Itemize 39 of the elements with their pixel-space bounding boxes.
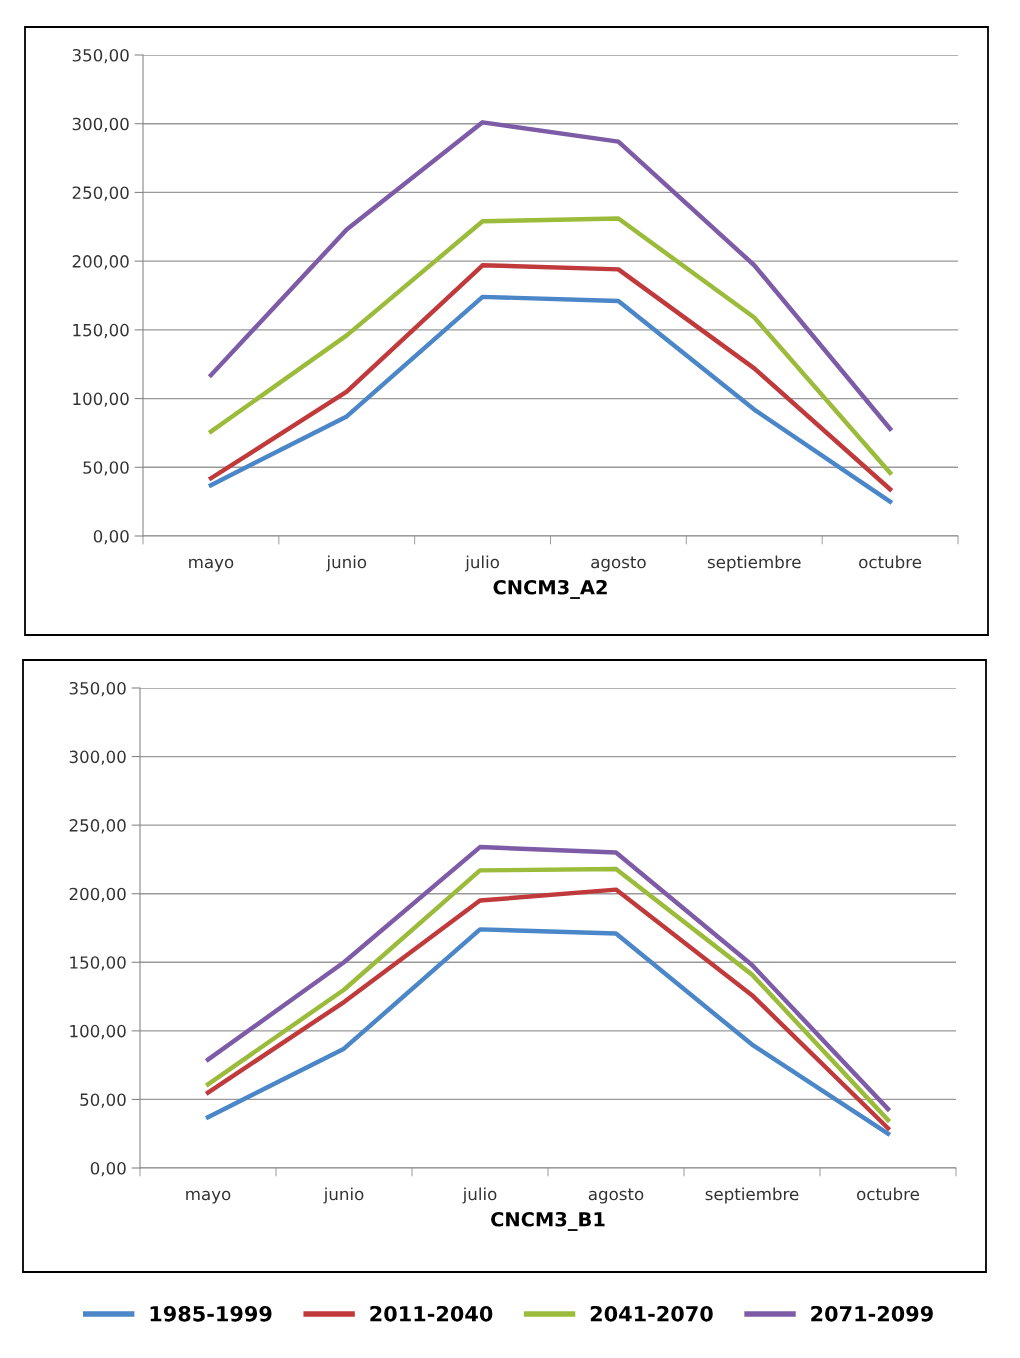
x-axis-title: CNCM3_A2 [493,579,607,599]
x-tick-label: junio [326,555,367,572]
x-tick-label: septiembre [705,1187,799,1204]
x-tick-label: octubre [859,555,922,569]
x-tick-label: septiembre [707,555,801,572]
y-tick-label: 300,00 [69,750,126,765]
line-series [208,120,893,432]
y-tick-label: 0,00 [93,529,129,545]
x-tick-label: agosto [588,1188,644,1204]
line-series [205,927,891,1136]
legend-label: 2071-2099 [811,1305,933,1322]
x-tick-label: junio [323,1187,364,1204]
y-tick-label: 150,00 [73,323,129,339]
y-tick-label: 100,00 [73,392,129,407]
x-tick-label: agosto [591,556,646,572]
y-tick-label: 250,00 [69,819,126,834]
legend-label: 2011-2040 [370,1305,493,1322]
y-tick-label: 300,00 [72,117,129,132]
x-tick-label: mayo [189,558,234,572]
legend-label: 2041-2070 [590,1305,713,1322]
x-tick-label: octubre [857,1187,919,1201]
y-tick-label: 350,00 [72,48,129,64]
line-series [208,294,893,504]
y-tick-label: 50,00 [83,461,129,476]
y-tick-label: 100,00 [70,1024,126,1040]
x-tick-label: mayo [186,1190,231,1204]
x-tick-label: julio [462,1187,497,1204]
line-series [208,216,893,475]
y-tick-label: 50,00 [80,1093,126,1108]
line-series [208,263,893,492]
y-tick-label: 250,00 [72,186,129,201]
y-tick-label: 200,00 [72,255,129,270]
x-axis-title: CNCM3_B1 [491,1211,605,1231]
y-tick-label: 350,00 [69,681,126,697]
y-tick-label: 150,00 [70,956,126,971]
x-tick-label: julio [464,555,499,572]
y-tick-label: 0,00 [90,1161,126,1177]
legend-label: 1985-1999 [150,1305,272,1322]
y-tick-label: 200,00 [69,887,126,902]
